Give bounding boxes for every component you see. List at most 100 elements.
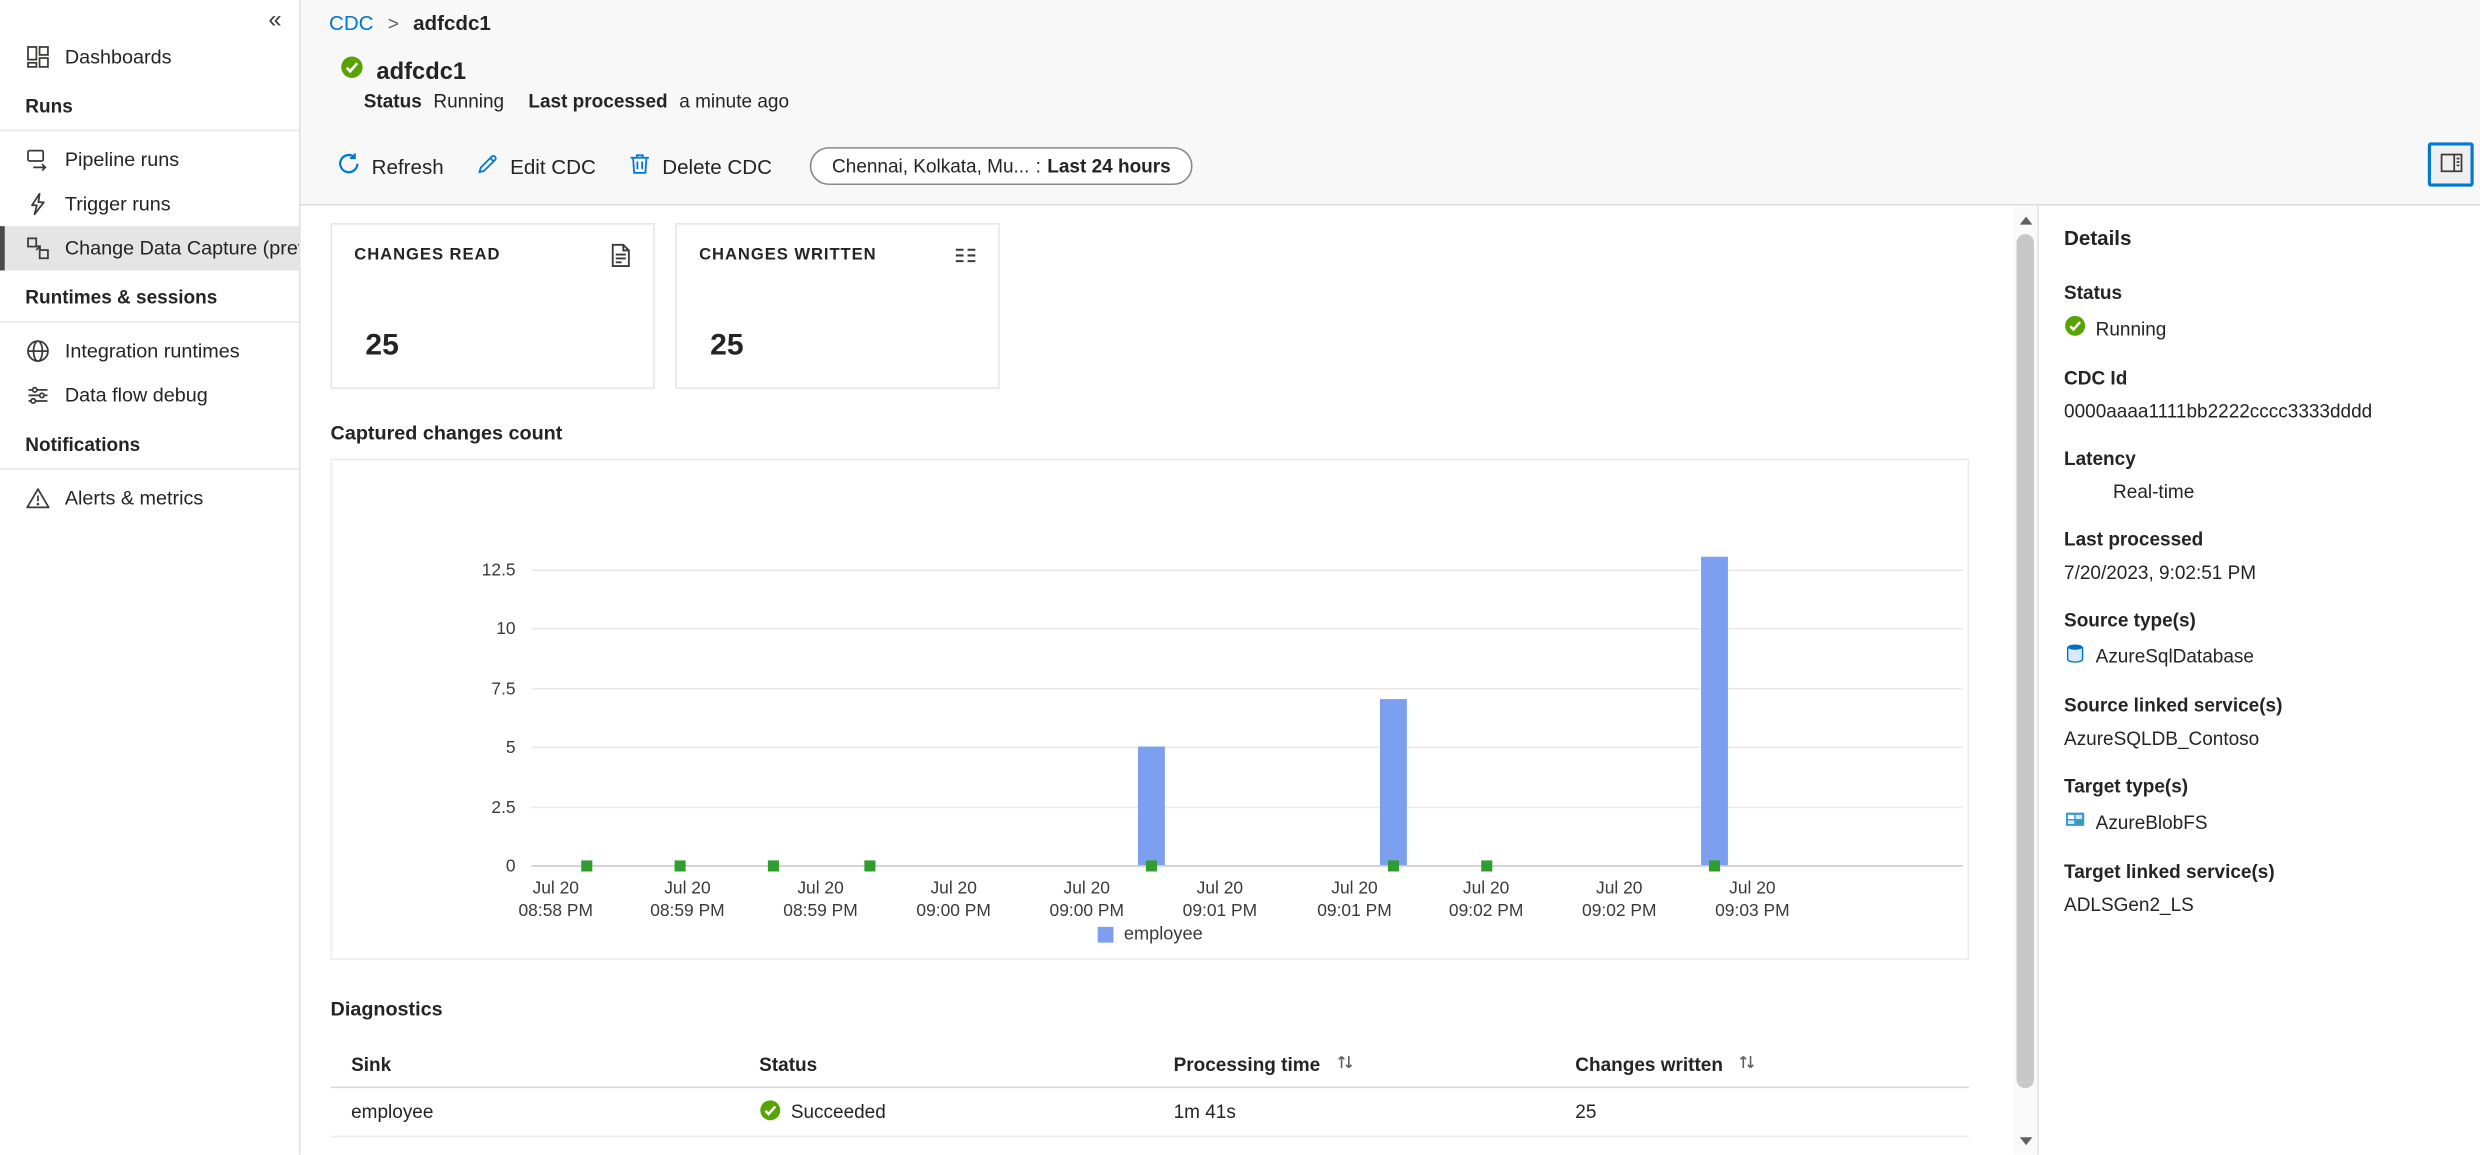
alerts-metrics-icon xyxy=(25,486,50,511)
data-flow-debug-icon xyxy=(25,383,50,408)
sidebar-item-label: Trigger runs xyxy=(64,192,171,216)
details-target-type-label: Target type(s) xyxy=(2064,775,2189,798)
delete-cdc-button[interactable]: Delete CDC xyxy=(612,144,788,188)
sidebar-section-runtimes: Runtimes & sessions xyxy=(0,274,299,323)
sort-arrows-icon xyxy=(1739,1052,1756,1076)
sidebar-item-change-data-capture[interactable]: Change Data Capture (previ... xyxy=(0,226,299,271)
zero-marker xyxy=(1387,860,1399,872)
chart: employee 0 2.5 5 7.5 10 12.5 Jul 20 08:58 PM Jul… xyxy=(330,458,1970,961)
gridline xyxy=(531,805,1963,808)
bar-employee xyxy=(1701,556,1729,866)
legend-label: employee xyxy=(1123,925,1203,945)
time-filter-chip[interactable]: Chennai, Kolkata, Mu... : Last 24 hours xyxy=(809,147,1193,186)
y-tick-label: 0 xyxy=(505,857,516,877)
sidebar-item-label: Dashboards xyxy=(64,45,172,69)
edit-cdc-button[interactable]: Edit CDC xyxy=(460,144,612,188)
changes-read-value: 25 xyxy=(365,328,399,363)
sidebar-item-label: Integration runtimes xyxy=(64,340,240,363)
gridline xyxy=(531,568,1963,571)
zero-marker xyxy=(1145,860,1157,872)
breadcrumb-link-cdc[interactable]: CDC xyxy=(328,11,374,35)
details-source-linked-label: Source linked service(s) xyxy=(2064,694,2283,717)
zero-marker xyxy=(674,860,686,872)
x-tick-label: Jul 20 09:02 PM xyxy=(1582,879,1657,921)
filter-chip-prefix: Chennai, Kolkata, Mu... xyxy=(832,155,1030,178)
cell-status: Succeeded xyxy=(739,1098,1153,1125)
integration-runtimes-icon xyxy=(25,338,50,363)
sidebar-section-notifications: Notifications xyxy=(0,421,299,470)
main-column: CDC > adfcdc1 adfcdc1 Status Running Las… xyxy=(300,0,2480,1155)
gridline xyxy=(531,746,1963,749)
sidebar-collapse-button[interactable]: « xyxy=(260,3,289,36)
breadcrumb: CDC > adfcdc1 xyxy=(329,11,491,35)
x-tick-label: Jul 20 09:00 PM xyxy=(916,879,991,921)
diagnostics-table-header: Sink Status Processing time Changes wr xyxy=(330,1041,1970,1089)
refresh-icon xyxy=(337,152,361,180)
status-label: Status xyxy=(363,90,422,113)
edit-cdc-label: Edit CDC xyxy=(510,154,596,178)
running-check-icon xyxy=(2064,315,2086,342)
column-header-sink: Sink xyxy=(351,1052,392,1075)
status-row: Status Running Last processed a minute a… xyxy=(364,90,789,112)
page-header: CDC > adfcdc1 adfcdc1 Status Running Las… xyxy=(300,0,2480,206)
details-panel: Details Status Running CDC Id 0000aaaa11… xyxy=(2037,205,2480,1155)
sidebar-item-dashboards[interactable]: Dashboards xyxy=(0,35,299,79)
filter-chip-separator: : xyxy=(1035,155,1041,178)
sidebar-item-pipeline-runs[interactable]: Pipeline runs xyxy=(0,138,299,182)
sidebar-item-data-flow-debug[interactable]: Data flow debug xyxy=(0,373,299,417)
details-status-label: Status xyxy=(2064,281,2123,304)
scroll-up-button[interactable] xyxy=(2013,207,2037,232)
list-icon xyxy=(952,242,979,277)
x-tick-label: Jul 20 08:58 PM xyxy=(518,879,593,921)
status-check-icon xyxy=(340,55,364,87)
zero-marker xyxy=(863,860,875,872)
x-tick-label: Jul 20 08:59 PM xyxy=(650,879,725,921)
change-data-capture-icon xyxy=(25,236,50,261)
x-tick-label: Jul 20 09:01 PM xyxy=(1317,879,1392,921)
filter-chip-value: Last 24 hours xyxy=(1047,155,1171,178)
scroll-down-icon xyxy=(2018,1137,2032,1145)
scrollbar-thumb[interactable] xyxy=(2016,234,2034,1089)
last-processed-label: Last processed xyxy=(528,90,668,113)
cell-processing-time: 1m 41s xyxy=(1173,1100,1236,1123)
refresh-button[interactable]: Refresh xyxy=(321,144,459,188)
legend-swatch xyxy=(1096,926,1113,943)
x-tick-label: Jul 20 09:02 PM xyxy=(1448,879,1524,921)
details-latency-value: Real-time xyxy=(2113,480,2195,503)
document-icon xyxy=(607,242,634,277)
changes-read-card: CHANGES READ 25 xyxy=(330,223,655,390)
column-header-changes-written[interactable]: Changes written xyxy=(1555,1052,1969,1076)
x-tick-label: Jul 20 09:00 PM xyxy=(1049,879,1125,921)
sidebar-item-label: Data flow debug xyxy=(64,384,208,407)
bar-employee xyxy=(1137,746,1165,866)
cell-changes-written: 25 xyxy=(1575,1100,1597,1123)
title-row: adfcdc1 xyxy=(340,55,466,87)
vertical-scrollbar[interactable] xyxy=(2013,205,2038,1155)
column-header-processing-time[interactable]: Processing time xyxy=(1153,1052,1555,1076)
sidebar: « Dashboards Runs Pipeline runs Trigger xyxy=(0,0,301,1155)
succeeded-check-icon xyxy=(759,1098,781,1125)
sidebar-section-runs: Runs xyxy=(0,82,299,132)
scroll-down-button[interactable] xyxy=(2013,1128,2037,1153)
delete-cdc-label: Delete CDC xyxy=(662,154,772,178)
sort-changes-written-button[interactable] xyxy=(1739,1052,1756,1076)
sort-processing-time-button[interactable] xyxy=(1336,1052,1353,1076)
y-tick-label: 5 xyxy=(505,738,516,758)
column-header-status: Status xyxy=(759,1052,818,1075)
sidebar-item-label: Pipeline runs xyxy=(64,148,180,171)
sidebar-item-alerts-metrics[interactable]: Alerts & metrics xyxy=(0,476,299,520)
details-panel-title: Details xyxy=(2064,226,2132,250)
sidebar-item-trigger-runs[interactable]: Trigger runs xyxy=(0,182,299,226)
details-panel-toggle-button[interactable] xyxy=(2427,142,2474,187)
x-tick-label: Jul 20 09:01 PM xyxy=(1182,879,1258,921)
sql-database-icon xyxy=(2064,642,2086,669)
dashboards-icon xyxy=(25,44,50,69)
changes-written-title: CHANGES WRITTEN xyxy=(699,245,877,265)
sidebar-item-integration-runtimes[interactable]: Integration runtimes xyxy=(0,329,299,373)
details-cdc-id-label: CDC Id xyxy=(2064,366,2128,390)
y-tick-label: 7.5 xyxy=(491,679,516,699)
pipeline-runs-icon xyxy=(25,147,50,172)
bar-employee xyxy=(1379,699,1407,866)
details-panel-icon xyxy=(2438,149,2463,179)
